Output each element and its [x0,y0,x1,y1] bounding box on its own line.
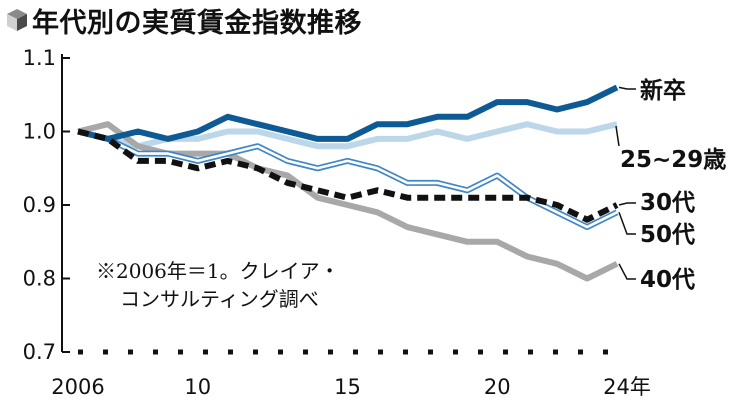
chart-title: 年代別の実質賃金指数推移 [32,7,362,39]
series-shinsotsu [77,84,619,142]
axis-layer: 0.7 0.8 0.9 1.0 1.1 2006 10 15 20 24年 [23,46,651,399]
y-tick-label: 1.0 [23,120,56,144]
y-tick-label: 0.7 [23,340,56,364]
x-tick-label: 24年 [603,375,651,399]
series-line [77,84,619,142]
y-tick-label: 1.1 [23,46,56,70]
y-tick-label: 0.9 [23,193,56,217]
x-tick-label: 20 [484,375,511,399]
chart-title-block: 年代別の実質賃金指数推移 [6,2,362,39]
series-label-shinsotsu: 新卒 [618,77,686,104]
series-label-text: 新卒 [640,77,686,104]
leader-line [618,202,636,206]
y-tick-label: 0.8 [23,267,56,291]
leader-line [618,86,636,90]
series-label-text: 30代 [640,190,695,216]
series-line [77,128,619,223]
series-label-text: 50代 [640,222,695,248]
x-tick-label: 15 [334,375,361,399]
series-label-age40s: 40代 [618,263,695,293]
note-layer: ※2006年＝1。クレイア・ コンサルティング調べ [96,259,340,311]
series-label-text: 40代 [640,267,695,293]
series-label-age25_29: 25~29歳 [615,126,726,173]
x-tick-label: 2006 [51,375,104,399]
series-label-age30s: 30代 [618,190,695,216]
cube-icon [7,9,27,31]
series-label-text: 25~29歳 [620,147,726,173]
label-layer: 新卒 25~29歳 30代 40代 50代 [615,77,726,293]
series-label-age50s: 50代 [618,212,695,248]
series-age30s [77,128,619,223]
note-line-2: コンサルティング調べ [120,287,319,311]
series-layer [77,84,619,282]
note-line-1: ※2006年＝1。クレイア・ [96,259,340,283]
x-tick-label: 10 [184,375,211,399]
leader-line [618,263,636,280]
leader-line [615,126,620,147]
leader-line [618,212,636,235]
